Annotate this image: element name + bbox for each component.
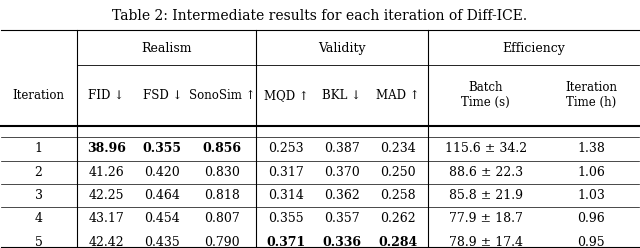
Text: 0.96: 0.96	[577, 213, 605, 225]
Text: 38.96: 38.96	[87, 142, 126, 155]
Text: 0.336: 0.336	[323, 236, 362, 248]
Text: 5: 5	[35, 236, 42, 248]
Text: 0.258: 0.258	[380, 189, 415, 202]
Text: 0.284: 0.284	[378, 236, 417, 248]
Text: 0.818: 0.818	[204, 189, 240, 202]
Text: 0.387: 0.387	[324, 142, 360, 155]
Text: 0.371: 0.371	[266, 236, 306, 248]
Text: Table 2: Intermediate results for each iteration of Diff-ICE.: Table 2: Intermediate results for each i…	[113, 9, 527, 23]
Text: 0.317: 0.317	[268, 166, 304, 179]
Text: 0.464: 0.464	[145, 189, 180, 202]
Text: 0.362: 0.362	[324, 189, 360, 202]
Text: 85.8 ± 21.9: 85.8 ± 21.9	[449, 189, 523, 202]
Text: 0.262: 0.262	[380, 213, 415, 225]
Text: 0.435: 0.435	[145, 236, 180, 248]
Text: 2: 2	[35, 166, 42, 179]
Text: 41.26: 41.26	[88, 166, 124, 179]
Text: 1.38: 1.38	[577, 142, 605, 155]
Text: 88.6 ± 22.3: 88.6 ± 22.3	[449, 166, 523, 179]
Text: 4: 4	[35, 213, 43, 225]
Text: 0.454: 0.454	[145, 213, 180, 225]
Text: 0.234: 0.234	[380, 142, 416, 155]
Text: Batch
Time (s): Batch Time (s)	[461, 81, 510, 109]
Text: 0.370: 0.370	[324, 166, 360, 179]
Text: 0.420: 0.420	[145, 166, 180, 179]
Text: MAD ↑: MAD ↑	[376, 89, 420, 102]
Text: MQD ↑: MQD ↑	[264, 89, 308, 102]
Text: 0.355: 0.355	[143, 142, 182, 155]
Text: 115.6 ± 34.2: 115.6 ± 34.2	[445, 142, 527, 155]
Text: 1.06: 1.06	[577, 166, 605, 179]
Text: 78.9 ± 17.4: 78.9 ± 17.4	[449, 236, 523, 248]
Text: 43.17: 43.17	[88, 213, 124, 225]
Text: Efficiency: Efficiency	[502, 42, 565, 55]
Text: Validity: Validity	[318, 42, 366, 55]
Text: FID ↓: FID ↓	[88, 89, 124, 102]
Text: FSD ↓: FSD ↓	[143, 89, 182, 102]
Text: SonoSim ↑: SonoSim ↑	[189, 89, 255, 102]
Text: 1.03: 1.03	[577, 189, 605, 202]
Text: 0.250: 0.250	[380, 166, 415, 179]
Text: 0.830: 0.830	[204, 166, 240, 179]
Text: Iteration
Time (h): Iteration Time (h)	[565, 81, 618, 109]
Text: 42.42: 42.42	[89, 236, 124, 248]
Text: 0.790: 0.790	[204, 236, 240, 248]
Text: 0.355: 0.355	[268, 213, 304, 225]
Text: 1: 1	[35, 142, 43, 155]
Text: Iteration: Iteration	[13, 89, 65, 102]
Text: 0.314: 0.314	[268, 189, 304, 202]
Text: 0.807: 0.807	[204, 213, 240, 225]
Text: 42.25: 42.25	[89, 189, 124, 202]
Text: BKL ↓: BKL ↓	[323, 89, 362, 102]
Text: 0.95: 0.95	[577, 236, 605, 248]
Text: 77.9 ± 18.7: 77.9 ± 18.7	[449, 213, 523, 225]
Text: 0.253: 0.253	[268, 142, 304, 155]
Text: 3: 3	[35, 189, 43, 202]
Text: 0.357: 0.357	[324, 213, 360, 225]
Text: Realism: Realism	[141, 42, 191, 55]
Text: 0.856: 0.856	[203, 142, 242, 155]
